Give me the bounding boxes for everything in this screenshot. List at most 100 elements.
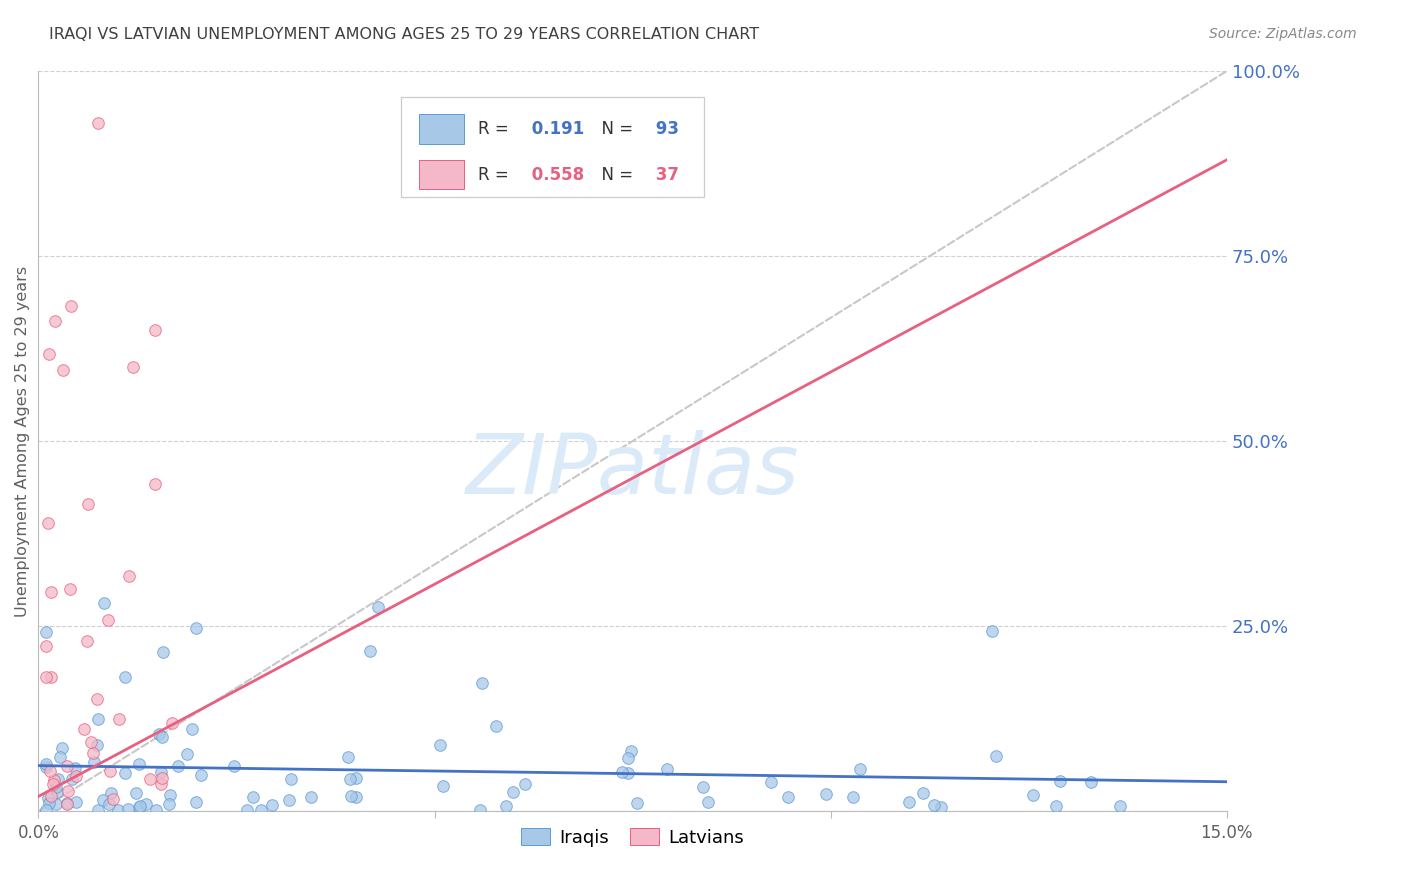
- Point: [39, 670, 62, 684]
- Text: 0.191: 0.191: [526, 120, 583, 137]
- Text: Source: ZipAtlas.com: Source: ZipAtlas.com: [1209, 27, 1357, 41]
- Bar: [419, 160, 464, 189]
- Point: [513, 777, 536, 791]
- Point: [262, 797, 284, 812]
- Point: [97, 613, 120, 627]
- Point: [35, 639, 58, 653]
- Point: [44, 313, 66, 327]
- Point: [626, 796, 648, 810]
- Point: [86, 692, 108, 706]
- Point: [1021, 789, 1043, 803]
- Point: [46, 772, 69, 787]
- Point: [929, 800, 952, 814]
- Point: [35, 803, 58, 817]
- Text: N =: N =: [591, 166, 633, 184]
- Point: [80, 735, 103, 749]
- Point: [35, 670, 58, 684]
- Point: [849, 762, 872, 776]
- Point: [157, 797, 180, 811]
- Point: [100, 786, 122, 800]
- Point: [814, 788, 837, 802]
- Point: [82, 747, 104, 761]
- Point: [128, 757, 150, 772]
- Point: [186, 621, 208, 635]
- Point: [108, 712, 131, 726]
- Point: [359, 644, 381, 658]
- Point: [87, 803, 110, 817]
- Point: [617, 766, 640, 780]
- Point: [145, 804, 167, 818]
- Point: [150, 771, 173, 785]
- Text: 0.558: 0.558: [526, 166, 583, 184]
- Point: [148, 726, 170, 740]
- Point: [46, 785, 69, 799]
- Point: [759, 775, 782, 789]
- Point: [55, 758, 77, 772]
- Point: [38, 797, 60, 811]
- Point: [117, 802, 139, 816]
- Point: [114, 670, 136, 684]
- Point: [37, 791, 59, 805]
- Point: [55, 797, 77, 811]
- Point: [616, 751, 638, 765]
- Point: [51, 740, 73, 755]
- Point: [299, 790, 322, 805]
- Point: [190, 768, 212, 782]
- Point: [429, 738, 451, 752]
- Point: [149, 765, 172, 780]
- Text: R =: R =: [478, 166, 515, 184]
- Point: [65, 769, 87, 783]
- Point: [697, 795, 720, 809]
- Point: [143, 477, 166, 491]
- Point: [495, 798, 517, 813]
- Point: [45, 780, 67, 795]
- Point: [125, 786, 148, 800]
- Point: [898, 795, 921, 809]
- Point: [250, 804, 273, 818]
- Point: [86, 738, 108, 752]
- Point: [149, 777, 172, 791]
- Point: [655, 762, 678, 776]
- Point: [280, 772, 302, 786]
- Point: [344, 790, 367, 805]
- Point: [49, 749, 72, 764]
- Y-axis label: Unemployment Among Ages 25 to 29 years: Unemployment Among Ages 25 to 29 years: [15, 266, 30, 616]
- Point: [166, 759, 188, 773]
- Point: [107, 804, 129, 818]
- Text: IRAQI VS LATVIAN UNEMPLOYMENT AMONG AGES 25 TO 29 YEARS CORRELATION CHART: IRAQI VS LATVIAN UNEMPLOYMENT AMONG AGES…: [49, 27, 759, 42]
- Point: [236, 803, 259, 817]
- Point: [339, 772, 361, 786]
- Point: [87, 116, 110, 130]
- Point: [176, 747, 198, 762]
- Point: [980, 624, 1002, 639]
- Point: [150, 730, 173, 744]
- Point: [59, 298, 82, 312]
- Point: [39, 584, 62, 599]
- Text: ZIPatlas: ZIPatlas: [465, 430, 800, 511]
- Point: [138, 772, 160, 786]
- Point: [128, 800, 150, 814]
- Point: [98, 797, 121, 811]
- Legend: Iraqis, Latvians: Iraqis, Latvians: [513, 821, 751, 854]
- Point: [502, 785, 524, 799]
- Point: [242, 790, 264, 805]
- Point: [41, 789, 63, 803]
- Point: [114, 766, 136, 780]
- Point: [180, 722, 202, 736]
- Point: [135, 797, 157, 811]
- Point: [610, 765, 633, 780]
- Point: [35, 760, 58, 774]
- Point: [776, 790, 799, 805]
- Point: [56, 796, 79, 810]
- Point: [38, 347, 60, 361]
- Point: [93, 596, 115, 610]
- Point: [1049, 774, 1071, 789]
- Point: [60, 772, 83, 786]
- Point: [103, 792, 125, 806]
- Point: [152, 645, 174, 659]
- Point: [842, 789, 865, 804]
- Point: [45, 797, 67, 811]
- Point: [37, 516, 59, 531]
- Point: [73, 723, 96, 737]
- Point: [77, 497, 100, 511]
